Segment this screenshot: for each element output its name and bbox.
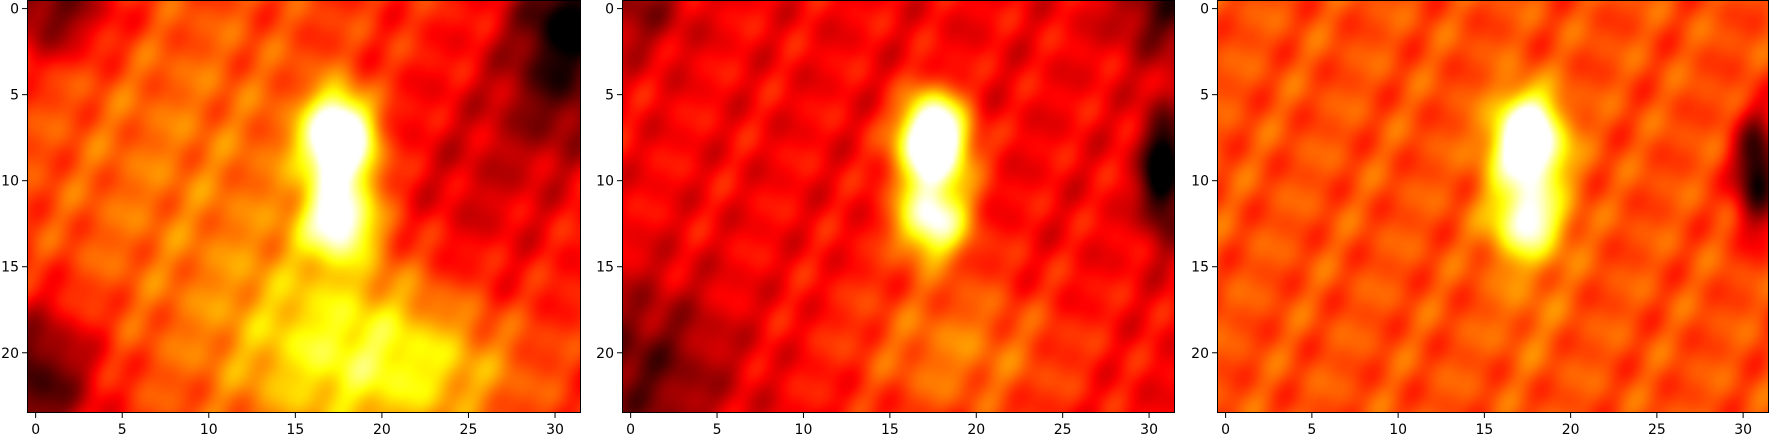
y-tick-label: 0 [1200, 2, 1209, 18]
x-tick-label: 0 [626, 422, 635, 438]
y-tick-label: 0 [10, 2, 19, 18]
x-tick-label: 30 [546, 422, 564, 438]
x-tick-label: 0 [31, 422, 40, 438]
y-tick-label: 5 [10, 88, 19, 104]
heatmap-image [622, 0, 1175, 413]
y-tick-label: 0 [605, 2, 614, 18]
y-tick-label: 20 [1, 346, 19, 362]
y-tick-label: 5 [1200, 88, 1209, 104]
y-tick-label: 20 [596, 346, 614, 362]
x-tick-label: 10 [200, 422, 218, 438]
x-tick-label: 30 [1734, 422, 1752, 438]
heatmap-image [1217, 0, 1769, 413]
x-tick-label: 20 [967, 422, 985, 438]
y-tick-label: 10 [596, 174, 614, 190]
x-tick-label: 15 [1475, 422, 1493, 438]
x-tick-label: 5 [118, 422, 127, 438]
heatmap-panel-2: 0 5 10 15 20 25 30 0 5 10 15 20 [596, 0, 1175, 438]
y-tick-label: 10 [1191, 174, 1209, 190]
y-tick-label: 5 [605, 88, 614, 104]
axes-frame [1217, 0, 1769, 413]
y-tick-label: 10 [1, 174, 19, 190]
x-tick-label: 15 [881, 422, 899, 438]
x-tick-label: 0 [1221, 422, 1230, 438]
x-tick-label: 5 [1307, 422, 1316, 438]
y-tick-label: 15 [1, 260, 19, 276]
x-tick-label: 25 [1054, 422, 1072, 438]
heatmap-panel-3: 0 5 10 15 20 25 30 0 5 10 15 20 [1191, 0, 1769, 438]
x-tick-label: 10 [795, 422, 813, 438]
x-tick-label: 25 [460, 422, 478, 438]
x-tick-label: 25 [1648, 422, 1666, 438]
heatmap-panel-1: 0 5 10 15 20 25 30 0 5 10 15 20 [1, 0, 581, 438]
axes-frame [27, 0, 581, 413]
y-tick-label: 15 [596, 260, 614, 276]
x-tick-label: 15 [286, 422, 304, 438]
x-tick-label: 30 [1140, 422, 1158, 438]
x-tick-label: 20 [373, 422, 391, 438]
heatmap-image [27, 0, 581, 413]
x-tick-label: 5 [713, 422, 722, 438]
axes-frame [622, 0, 1175, 413]
x-tick-label: 20 [1562, 422, 1580, 438]
y-tick-label: 20 [1191, 346, 1209, 362]
y-tick-label: 15 [1191, 260, 1209, 276]
x-tick-label: 10 [1389, 422, 1407, 438]
